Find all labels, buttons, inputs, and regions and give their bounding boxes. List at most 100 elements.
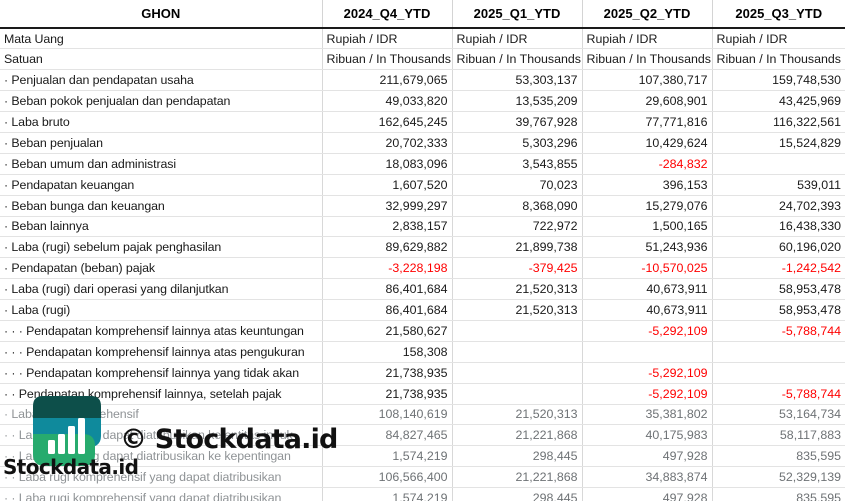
data-cell: 108,140,619	[322, 404, 453, 426]
data-cell: 29,608,901	[582, 90, 713, 113]
data-cell: 49,033,820	[322, 90, 453, 113]
data-cell: -3,228,198	[322, 257, 453, 280]
column-header-2024-q4-ytd[interactable]: 2024_Q4_YTD	[322, 0, 453, 29]
data-cell: 70,023	[452, 174, 583, 196]
row-label: · Pendapatan keuangan	[0, 174, 323, 196]
data-cell: 20,702,333	[322, 132, 453, 154]
row-label: · Laba (rugi) sebelum pajak penghasilan	[0, 236, 323, 259]
data-cell: 24,702,393	[712, 195, 845, 217]
data-cell: 60,196,020	[712, 236, 845, 259]
data-cell: 58,953,478	[712, 278, 845, 301]
row-label: · Laba bruto	[0, 111, 323, 133]
row-label: · Beban lainnya	[0, 216, 323, 238]
data-cell: 1,574,219	[322, 445, 453, 468]
data-cell: 497,928	[582, 445, 713, 468]
data-cell: 107,380,717	[582, 69, 713, 92]
table-row: · Beban pokok penjualan dan pendapatan 49…	[0, 90, 845, 113]
data-cell: 298,445	[452, 445, 583, 468]
data-cell: 15,279,076	[582, 195, 713, 217]
data-cell: 43,425,969	[712, 90, 845, 113]
meta-row-label: Satuan	[0, 48, 323, 71]
table-row: · Beban lainnya 2,838,157 722,972 1,500,165…	[0, 216, 845, 238]
data-cell: 58,117,883	[712, 424, 845, 447]
table-row: · · Pendapatan komprehensif lainnya, set…	[0, 383, 845, 405]
meta-row: Satuan Ribuan / In Thousands Ribuan / In T…	[0, 48, 845, 71]
row-label: · Beban pokok penjualan dan pendapatan	[0, 90, 323, 113]
data-cell	[452, 341, 583, 363]
data-cell	[712, 341, 845, 363]
data-cell: 40,673,911	[582, 299, 713, 321]
table-row: · · · Pendapatan komprehensif lainnya at…	[0, 341, 845, 363]
data-cell: 159,748,530	[712, 69, 845, 92]
row-label: · · · Pendapatan komprehensif lainnya ya…	[0, 362, 323, 384]
data-cell: -5,788,744	[712, 383, 845, 405]
meta-cell: Ribuan / In Thousands	[712, 48, 845, 71]
row-label: · Pendapatan (beban) pajak	[0, 257, 323, 280]
data-cell: 21,520,313	[452, 404, 583, 426]
data-cell: 396,153	[582, 174, 713, 196]
header-row: GHON 2024_Q4_YTD 2025_Q1_YTD 2025_Q2_YTD…	[0, 0, 845, 29]
meta-cell: Rupiah / IDR	[452, 28, 583, 50]
row-label: · Beban umum dan administrasi	[0, 153, 323, 175]
data-cell: 10,429,624	[582, 132, 713, 154]
data-cell: 21,520,313	[452, 278, 583, 301]
data-cell: 40,673,911	[582, 278, 713, 301]
data-cell: 21,738,935	[322, 383, 453, 405]
data-cell: -379,425	[452, 257, 583, 280]
row-label: · Laba rugi komprehensif	[0, 404, 323, 426]
table-row: · Laba (rugi) 86,401,684 21,520,313 40,673,…	[0, 299, 845, 321]
column-header-2025-q1-ytd[interactable]: 2025_Q1_YTD	[452, 0, 583, 29]
data-cell: 1,607,520	[322, 174, 453, 196]
column-header-2025-q2-ytd[interactable]: 2025_Q2_YTD	[582, 0, 713, 29]
data-cell: 53,303,137	[452, 69, 583, 92]
table-row: · Beban bunga dan keuangan 32,999,297 8,36…	[0, 195, 845, 217]
data-cell: -1,242,542	[712, 257, 845, 280]
data-cell: 52,329,139	[712, 466, 845, 489]
data-cell: 32,999,297	[322, 195, 453, 217]
data-cell: 106,566,400	[322, 466, 453, 489]
data-cell: 16,438,330	[712, 216, 845, 238]
table-row: · Laba rugi komprehensif 108,140,619 21,52…	[0, 404, 845, 426]
data-cell	[452, 362, 583, 384]
company-ticker-header[interactable]: GHON	[0, 0, 323, 29]
meta-cell: Rupiah / IDR	[712, 28, 845, 50]
data-cell: 21,221,868	[452, 466, 583, 489]
data-cell: 2,838,157	[322, 216, 453, 238]
data-cell	[452, 320, 583, 342]
row-label: · · Pendapatan komprehensif lainnya, set…	[0, 383, 323, 405]
data-cell: 53,164,734	[712, 404, 845, 426]
row-label: · Beban bunga dan keuangan	[0, 195, 323, 217]
data-cell: 58,953,478	[712, 299, 845, 321]
data-cell: 21,520,313	[452, 299, 583, 321]
data-cell: -5,788,744	[712, 320, 845, 342]
table-body: Mata Uang Rupiah / IDR Rupiah / IDR Rupiah …	[0, 28, 845, 501]
row-label: · · Laba rugi yang dapat diatribusikan k…	[0, 445, 323, 468]
table-row: · · Laba rugi komprehensif yang dapat di…	[0, 487, 845, 501]
data-cell: 15,524,829	[712, 132, 845, 154]
row-label: · Beban penjualan	[0, 132, 323, 154]
table-row: · · Laba rugi yang dapat diatribusikan k…	[0, 445, 845, 468]
row-label: · · · Pendapatan komprehensif lainnya at…	[0, 320, 323, 342]
data-cell: -5,292,109	[582, 320, 713, 342]
column-header-2025-q3-ytd[interactable]: 2025_Q3_YTD	[712, 0, 845, 29]
data-cell: 3,543,855	[452, 153, 583, 175]
data-cell: 539,011	[712, 174, 845, 196]
meta-cell: Ribuan / In Thousands	[322, 48, 453, 71]
table-row: · · · Pendapatan komprehensif lainnya ya…	[0, 362, 845, 384]
data-cell: -284,832	[582, 153, 713, 175]
data-cell: 8,368,090	[452, 195, 583, 217]
data-cell	[452, 383, 583, 405]
table-row: · Laba (rugi) dari operasi yang dilanjut…	[0, 278, 845, 301]
data-cell: 298,445	[452, 487, 583, 501]
row-label: · · Laba rugi yang dapat diatribusikan k…	[0, 424, 323, 447]
meta-row-label: Mata Uang	[0, 28, 323, 50]
data-cell: -5,292,109	[582, 383, 713, 405]
table-row: · Laba bruto 162,645,245 39,767,928 77,771,…	[0, 111, 845, 133]
data-cell: 1,574,219	[322, 487, 453, 501]
table-row: · Penjualan dan pendapatan usaha 211,679,…	[0, 69, 845, 92]
row-label: · · · Pendapatan komprehensif lainnya at…	[0, 341, 323, 363]
table-row: · · Laba rugi yang dapat diatribusikan k…	[0, 424, 845, 447]
data-cell: 211,679,065	[322, 69, 453, 92]
